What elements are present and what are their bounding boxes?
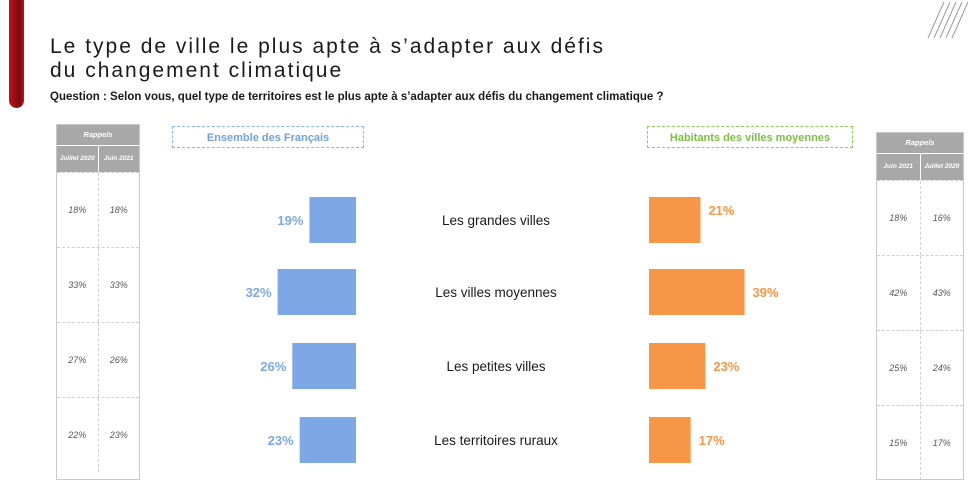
table-cell: 24% [919, 331, 964, 405]
data-label-villes-moyennes-0: 21% [708, 203, 734, 218]
category-label-3: Les territoires ruraux [434, 433, 558, 448]
table-row: 33% 33% [57, 247, 139, 322]
table-row: 25% 24% [877, 330, 963, 405]
rappels-left-header: Rappels [57, 125, 139, 145]
table-row: 42% 43% [877, 255, 963, 330]
bar-villes-moyennes-0 [649, 197, 701, 243]
table-row: 18% 18% [57, 172, 139, 247]
table-cell: 26% [97, 323, 140, 397]
title-line-1: Le type de ville le plus apte à s’adapte… [50, 35, 605, 58]
rappels-right-table: Rappels Juin 2021 Juillet 2020 18% 16% 4… [876, 132, 964, 480]
bar-ensemble-0 [309, 197, 356, 243]
bar-villes-moyennes-2 [649, 343, 706, 389]
table-cell: 16% [919, 181, 964, 255]
series-label-ensemble: Ensemble des Français [172, 126, 364, 148]
rappels-right-col1: Juin 2021 [883, 163, 914, 170]
table-cell: 15% [889, 438, 908, 448]
bar-villes-moyennes-1 [649, 269, 745, 315]
category-label-2: Les petites villes [446, 359, 545, 374]
table-cell: 42% [889, 288, 908, 298]
rappels-left-table: Rappels Juillet 2020 Juin 2021 18% 18% 3… [56, 124, 140, 480]
rappels-left-col1: Juillet 2020 [59, 155, 95, 162]
table-cell: 18% [97, 173, 140, 247]
rappels-right-col2: Juillet 2020 [919, 154, 964, 180]
question-text: Question : Selon vous, quel type de terr… [50, 91, 664, 103]
bar-ensemble-1 [277, 269, 356, 315]
bar-villes-moyennes-3 [649, 417, 691, 463]
table-row: 22% 23% [57, 397, 139, 472]
table-cell: 27% [68, 355, 87, 365]
table-cell: 22% [68, 430, 87, 440]
rappels-left-col2: Juin 2021 [97, 146, 140, 172]
data-label-villes-moyennes-2: 23% [713, 359, 739, 374]
table-cell: 18% [68, 205, 87, 215]
data-label-ensemble-3: 23% [268, 433, 294, 448]
title-line-2: du changement climatique [50, 59, 344, 82]
data-label-ensemble-2: 26% [260, 359, 286, 374]
data-label-ensemble-1: 32% [246, 285, 272, 300]
table-cell: 23% [97, 398, 140, 472]
table-row: 27% 26% [57, 322, 139, 397]
category-label-0: Les grandes villes [442, 213, 550, 228]
table-row: 15% 17% [877, 405, 963, 480]
table-cell: 18% [889, 213, 908, 223]
rappels-left-subheader: Juillet 2020 Juin 2021 [57, 145, 139, 172]
table-cell: 33% [97, 248, 140, 322]
table-cell: 43% [919, 256, 964, 330]
data-label-ensemble-0: 19% [277, 213, 303, 228]
series-label-villes-moyennes: Habitants des villes moyennes [647, 126, 853, 148]
decorative-stripes [927, 1, 968, 39]
table-row: 18% 16% [877, 180, 963, 255]
rappels-right-header: Rappels [877, 133, 963, 153]
data-label-villes-moyennes-3: 17% [699, 433, 725, 448]
category-label-1: Les villes moyennes [435, 285, 557, 300]
page-title: Le type de ville le plus apte à s’adapte… [50, 35, 605, 83]
bar-ensemble-3 [299, 417, 356, 463]
data-label-villes-moyennes-1: 39% [753, 285, 779, 300]
table-cell: 25% [889, 363, 908, 373]
table-cell: 33% [68, 280, 87, 290]
accent-bar [9, 0, 24, 108]
table-cell: 17% [919, 406, 964, 480]
bar-ensemble-2 [292, 343, 356, 389]
rappels-right-subheader: Juin 2021 Juillet 2020 [877, 153, 963, 180]
